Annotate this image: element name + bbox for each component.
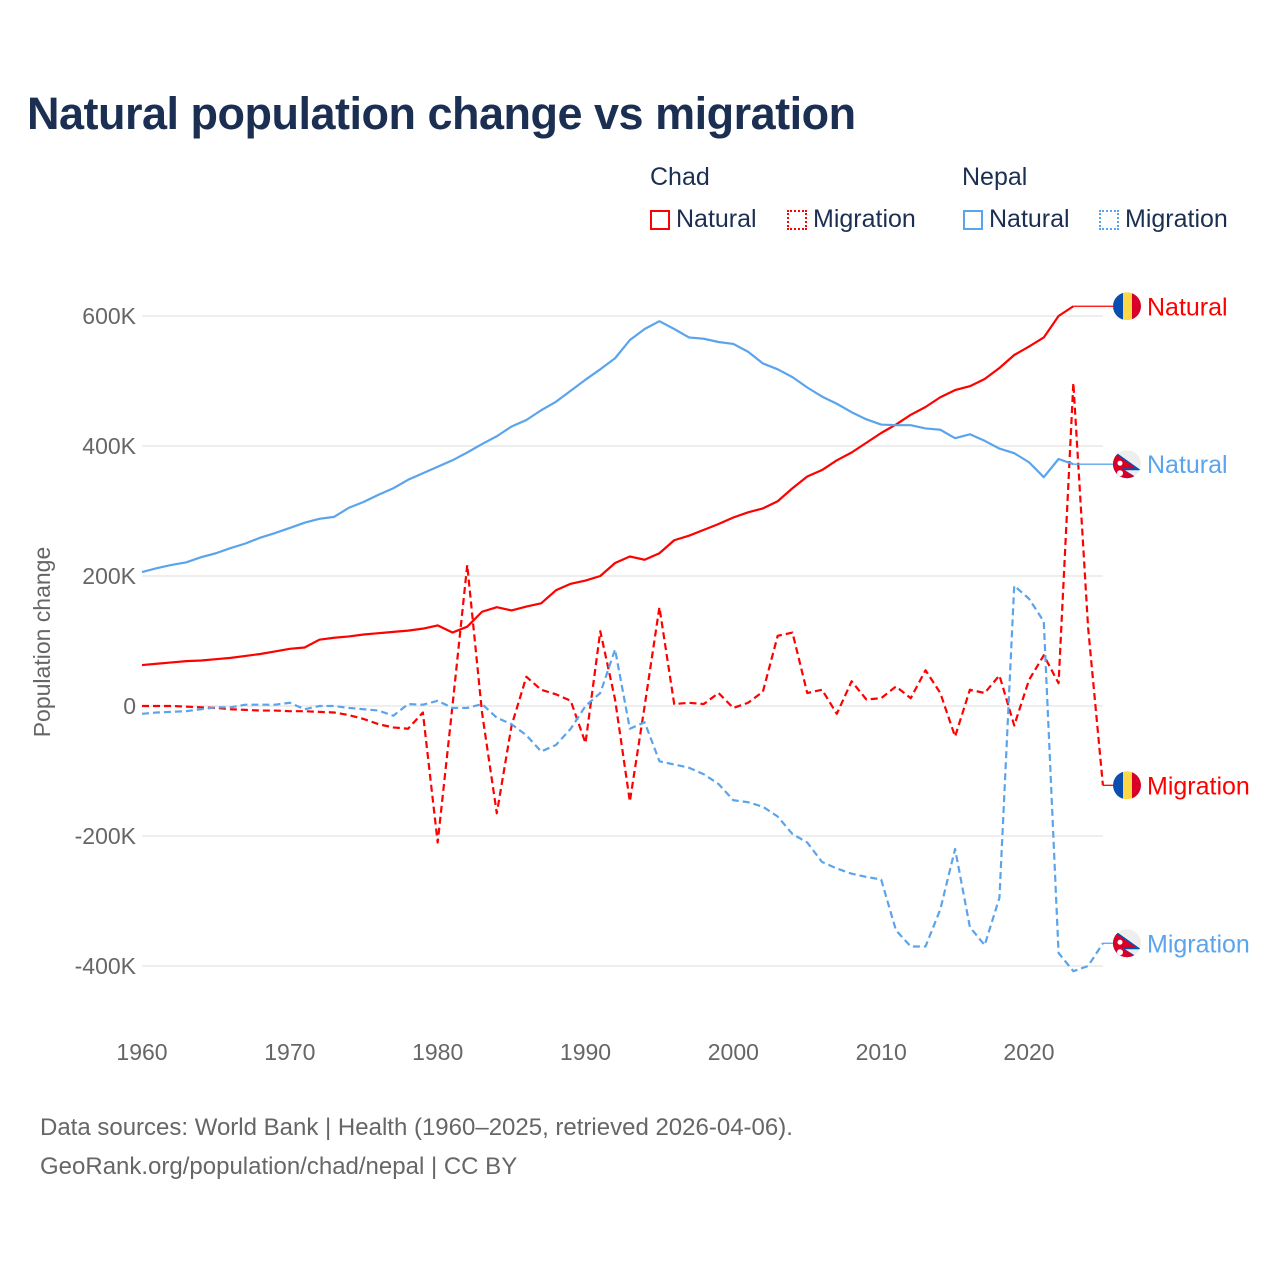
nepal-migration-line	[141, 584, 1104, 973]
solid-swatch-icon	[650, 209, 670, 230]
y-tick-label: 600K	[82, 303, 136, 329]
end-label: Migration	[1147, 772, 1250, 800]
x-tick-label: 1990	[560, 1039, 611, 1065]
chart-title: Natural population change vs migration	[27, 88, 856, 139]
nepal-flag-icon	[1113, 929, 1141, 958]
end-label: Migration	[1147, 930, 1250, 958]
chad-natural-line	[141, 305, 1074, 667]
y-tick-label: 400K	[82, 433, 136, 459]
footer-sources: Data sources: World Bank | Health (1960–…	[40, 1114, 793, 1141]
solid-swatch-icon	[963, 209, 983, 230]
legend-nepal-natural[interactable]: Natural	[963, 205, 1070, 234]
legend-label: Natural	[676, 205, 757, 233]
y-tick-label: -400K	[75, 953, 137, 979]
dotted-swatch-icon	[787, 209, 807, 230]
legend-group-chad: Chad	[650, 163, 710, 191]
y-tick-label: 200K	[82, 563, 136, 589]
nepal-natural-line	[141, 320, 1074, 574]
legend-chad-natural[interactable]: Natural	[650, 205, 757, 234]
x-tick-label: 1960	[116, 1039, 167, 1065]
end-label: Natural	[1147, 293, 1228, 321]
legend-chad-migration[interactable]: Migration	[787, 205, 916, 234]
legend-label: Migration	[1125, 205, 1228, 233]
chad-flag-icon	[1113, 292, 1141, 321]
legend-nepal-migration[interactable]: Migration	[1099, 205, 1228, 234]
x-tick-label: 2000	[708, 1039, 759, 1065]
footer-link[interactable]: GeoRank.org/population/chad/nepal | CC B…	[40, 1153, 518, 1180]
y-tick-label: 0	[123, 693, 136, 719]
nepal-flag-icon	[1113, 450, 1141, 479]
end-label: Natural	[1147, 451, 1228, 479]
x-tick-label: 1970	[264, 1039, 315, 1065]
legend-group-nepal: Nepal	[962, 163, 1028, 191]
legend-label: Natural	[989, 205, 1070, 233]
x-tick-label: 1980	[412, 1039, 463, 1065]
y-tick-label: -200K	[75, 823, 137, 849]
x-tick-label: 2020	[1003, 1039, 1054, 1065]
footer: Data sources: World Bank | Health (1960–…	[40, 1108, 793, 1186]
y-axis-label: Population change	[29, 547, 55, 738]
chad-migration-line	[142, 381, 1105, 844]
legend-label: Migration	[813, 205, 916, 233]
x-tick-label: 2010	[856, 1039, 907, 1065]
chad-flag-icon	[1113, 771, 1141, 800]
dotted-swatch-icon	[1099, 209, 1119, 230]
